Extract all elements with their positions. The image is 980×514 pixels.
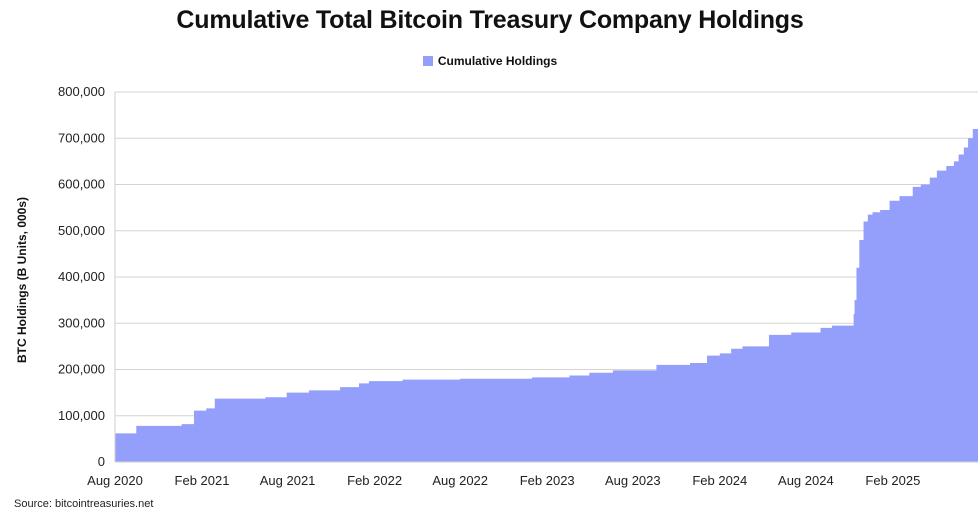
legend-label: Cumulative Holdings: [437, 54, 558, 68]
y-tick-label: 200,000: [58, 362, 105, 377]
y-tick-label: 800,000: [58, 84, 105, 99]
y-tick-label: 100,000: [58, 408, 105, 423]
x-tick-label: Aug 2021: [260, 473, 316, 488]
x-tick-label: Feb 2025: [865, 473, 920, 488]
axes: [114, 92, 978, 463]
legend-swatch: [422, 56, 433, 66]
x-tick-label: Aug 2023: [605, 473, 661, 488]
x-tick-label: Feb 2023: [520, 473, 575, 488]
y-tick-label: 0: [98, 454, 105, 469]
x-tick-label: Aug 2022: [432, 473, 488, 488]
area-series: [115, 120, 978, 463]
chart-title: Cumulative Total Bitcoin Treasury Compan…: [176, 6, 804, 34]
x-tick-labels: Aug 2020 Feb 2021 Aug 2021 Feb 2022 Aug 2022…: [87, 473, 920, 488]
y-tick-labels: 0 100,000 200,000 300,000 400,000 500,000 600,…: [58, 84, 105, 469]
x-tick-label: Feb 2021: [175, 473, 230, 488]
y-tick-label: 300,000: [58, 315, 105, 330]
y-tick-label: 400,000: [58, 269, 105, 284]
y-tick-label: 600,000: [58, 177, 105, 192]
series-area-cumulative-holdings: [115, 120, 978, 463]
chart-legend: Cumulative Holdings: [0, 54, 980, 68]
y-tick-label: 700,000: [58, 130, 105, 145]
x-tick-label: Feb 2022: [347, 473, 402, 488]
x-tick-label: Aug 2020: [87, 473, 143, 488]
y-tick-label: 500,000: [58, 223, 105, 238]
source-note: Source: bitcointreasuries.net: [14, 498, 154, 510]
x-tick-label: Aug 2024: [778, 473, 834, 488]
x-tick-label: Feb 2024: [692, 473, 747, 488]
